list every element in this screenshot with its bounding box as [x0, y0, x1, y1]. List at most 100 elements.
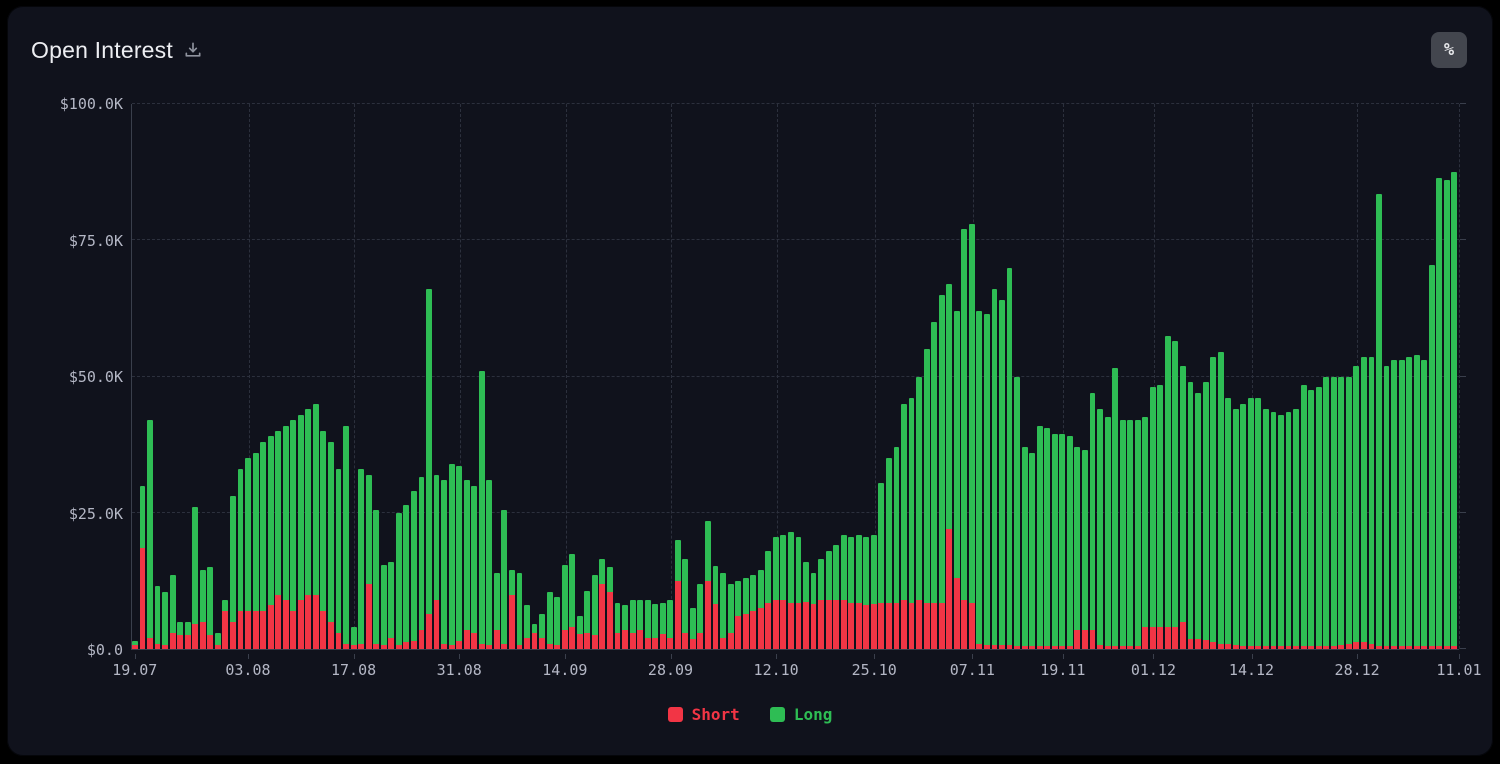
oi-bar-29.07[interactable]: [207, 567, 214, 649]
oi-bar-01.11[interactable]: [923, 349, 930, 649]
oi-bar-19.12[interactable]: [1285, 411, 1292, 649]
oi-bar-25.12[interactable]: [1330, 376, 1337, 649]
oi-bar-08.08[interactable]: [282, 425, 289, 649]
oi-bar-26.10[interactable]: [878, 482, 885, 649]
oi-bar-08.09[interactable]: [516, 572, 523, 649]
oi-bar-15.12[interactable]: [1255, 398, 1262, 649]
oi-bar-01.10[interactable]: [689, 607, 696, 649]
oi-bar-23.12[interactable]: [1315, 387, 1322, 649]
oi-bar-09.10[interactable]: [750, 575, 757, 649]
oi-bar-27.09[interactable]: [659, 602, 666, 649]
oi-bar-28.10[interactable]: [893, 447, 900, 649]
oi-bar-11.10[interactable]: [765, 550, 772, 649]
oi-bar-06.08[interactable]: [267, 436, 274, 649]
oi-bar-29.12[interactable]: [1360, 357, 1367, 649]
oi-bar-16.11[interactable]: [1036, 425, 1043, 649]
oi-bar-17.09[interactable]: [584, 590, 591, 649]
oi-bar-03.11[interactable]: [938, 294, 945, 649]
oi-bar-15.11[interactable]: [1029, 452, 1036, 649]
oi-bar-28.11[interactable]: [1127, 420, 1134, 649]
oi-bar-13.08[interactable]: [320, 431, 327, 649]
oi-bar-12.12[interactable]: [1232, 409, 1239, 649]
oi-bar-10.08[interactable]: [297, 414, 304, 649]
oi-bar-02.10[interactable]: [697, 583, 704, 649]
oi-bar-25.09[interactable]: [644, 599, 651, 649]
oi-bar-23.09[interactable]: [629, 599, 636, 649]
oi-bar-02.09[interactable]: [471, 485, 478, 649]
oi-bar-04.01[interactable]: [1406, 357, 1413, 649]
oi-bar-06.09[interactable]: [501, 510, 508, 649]
oi-bar-18.10[interactable]: [818, 559, 824, 649]
oi-bar-05.09[interactable]: [493, 572, 500, 649]
oi-bar-03.12[interactable]: [1164, 335, 1171, 649]
oi-bar-17.10[interactable]: [810, 572, 817, 649]
oi-bar-20.10[interactable]: [833, 545, 840, 649]
oi-bar-13.10[interactable]: [780, 534, 787, 649]
oi-bar-23.08[interactable]: [395, 512, 402, 649]
oi-bar-30.09[interactable]: [682, 559, 689, 649]
oi-bar-18.11[interactable]: [1051, 433, 1058, 649]
oi-bar-09.08[interactable]: [290, 420, 297, 649]
oi-bar-11.11[interactable]: [999, 300, 1005, 649]
oi-bar-12.08[interactable]: [312, 403, 319, 649]
oi-bar-14.08[interactable]: [328, 441, 334, 649]
oi-bar-27.11[interactable]: [1119, 420, 1126, 649]
oi-bar-10.12[interactable]: [1217, 351, 1224, 649]
oi-bar-07.01[interactable]: [1428, 264, 1435, 649]
oi-bar-22.11[interactable]: [1082, 450, 1088, 649]
oi-bar-13.09[interactable]: [554, 597, 561, 649]
oi-bar-27.10[interactable]: [885, 458, 892, 649]
oi-bar-22.07[interactable]: [154, 586, 161, 649]
oi-bar-04.08[interactable]: [252, 452, 259, 649]
oi-bar-22.10[interactable]: [848, 537, 855, 649]
oi-bar-21.07[interactable]: [147, 420, 153, 649]
oi-bar-06.11[interactable]: [961, 229, 968, 649]
oi-bar-15.08[interactable]: [335, 469, 342, 649]
oi-bar-20.08[interactable]: [373, 510, 380, 649]
oi-bar-16.12[interactable]: [1262, 409, 1269, 649]
oi-bar-20.07[interactable]: [139, 485, 146, 649]
oi-bar-28.09[interactable]: [667, 599, 674, 649]
oi-bar-05.11[interactable]: [953, 311, 960, 649]
oi-bar-08.12[interactable]: [1202, 381, 1209, 649]
oi-bar-04.09[interactable]: [486, 480, 493, 649]
oi-bar-02.01[interactable]: [1391, 360, 1398, 649]
oi-bar-01.08[interactable]: [230, 496, 236, 649]
oi-bar-03.08[interactable]: [245, 458, 251, 649]
oi-bar-23.10[interactable]: [855, 534, 862, 649]
oi-bar-01.09[interactable]: [463, 480, 470, 649]
oi-bar-05.08[interactable]: [260, 441, 267, 649]
oi-bar-25.10[interactable]: [870, 534, 877, 649]
legend-item-short[interactable]: Short: [667, 705, 740, 724]
oi-bar-29.08[interactable]: [441, 480, 447, 649]
oi-bar-07.12[interactable]: [1195, 392, 1201, 649]
percent-toggle-button[interactable]: %: [1431, 32, 1467, 68]
oi-bar-30.10[interactable]: [908, 398, 915, 649]
oi-bar-19.07[interactable]: [132, 640, 138, 649]
oi-bar-22.09[interactable]: [622, 605, 628, 649]
oi-bar-02.08[interactable]: [237, 469, 244, 649]
oi-bar-21.09[interactable]: [614, 602, 621, 649]
oi-bar-19.10[interactable]: [825, 550, 832, 649]
legend-item-long[interactable]: Long: [769, 705, 832, 724]
oi-bar-10.01[interactable]: [1451, 172, 1458, 649]
oi-bar-27.07[interactable]: [192, 507, 199, 649]
oi-bar-07.11[interactable]: [968, 223, 975, 649]
oi-bar-01.12[interactable]: [1149, 387, 1156, 649]
oi-bar-20.11[interactable]: [1066, 436, 1073, 649]
oi-bar-26.09[interactable]: [652, 603, 659, 649]
oi-bar-18.08[interactable]: [358, 469, 365, 649]
oi-bar-18.12[interactable]: [1278, 414, 1284, 649]
oi-bar-24.08[interactable]: [403, 504, 410, 649]
oi-bar-20.09[interactable]: [607, 567, 613, 649]
oi-bar-22.12[interactable]: [1308, 390, 1315, 649]
oi-bar-14.09[interactable]: [561, 564, 568, 649]
oi-bar-19.11[interactable]: [1059, 433, 1066, 649]
oi-bar-26.07[interactable]: [184, 621, 191, 649]
oi-bar-29.11[interactable]: [1134, 420, 1141, 649]
oi-bar-17.11[interactable]: [1044, 428, 1051, 649]
oi-bar-30.11[interactable]: [1142, 417, 1149, 649]
oi-bar-17.12[interactable]: [1270, 411, 1277, 649]
oi-bar-21.08[interactable]: [380, 564, 387, 649]
oi-bar-30.12[interactable]: [1368, 357, 1375, 649]
